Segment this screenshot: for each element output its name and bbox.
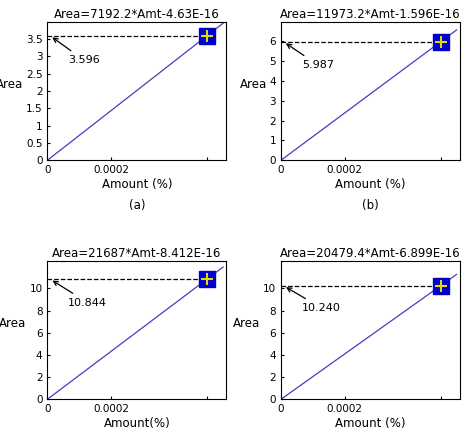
Title: Area=21687*Amt-8.412E-16: Area=21687*Amt-8.412E-16	[52, 247, 221, 260]
X-axis label: Amount (%): Amount (%)	[335, 178, 406, 191]
Y-axis label: Area: Area	[233, 317, 260, 330]
Y-axis label: Area: Area	[0, 317, 27, 330]
Text: 5.987: 5.987	[287, 44, 334, 70]
Text: (a): (a)	[128, 199, 145, 212]
Text: 3.596: 3.596	[54, 38, 100, 65]
Text: 10.240: 10.240	[287, 288, 341, 313]
Title: Area=20479.4*Amt-6.899E-16: Area=20479.4*Amt-6.899E-16	[280, 247, 461, 260]
Y-axis label: Area: Area	[0, 78, 23, 91]
X-axis label: Amount (%): Amount (%)	[101, 178, 172, 191]
Title: Area=11973.2*Amt-1.596E-16: Area=11973.2*Amt-1.596E-16	[280, 7, 461, 20]
Text: (b): (b)	[362, 199, 379, 212]
Y-axis label: Area: Area	[239, 78, 267, 91]
Title: Area=7192.2*Amt-4.63E-16: Area=7192.2*Amt-4.63E-16	[54, 7, 219, 20]
Text: 10.844: 10.844	[54, 281, 107, 308]
X-axis label: Amount(%): Amount(%)	[103, 417, 170, 430]
X-axis label: Amount (%): Amount (%)	[335, 417, 406, 430]
